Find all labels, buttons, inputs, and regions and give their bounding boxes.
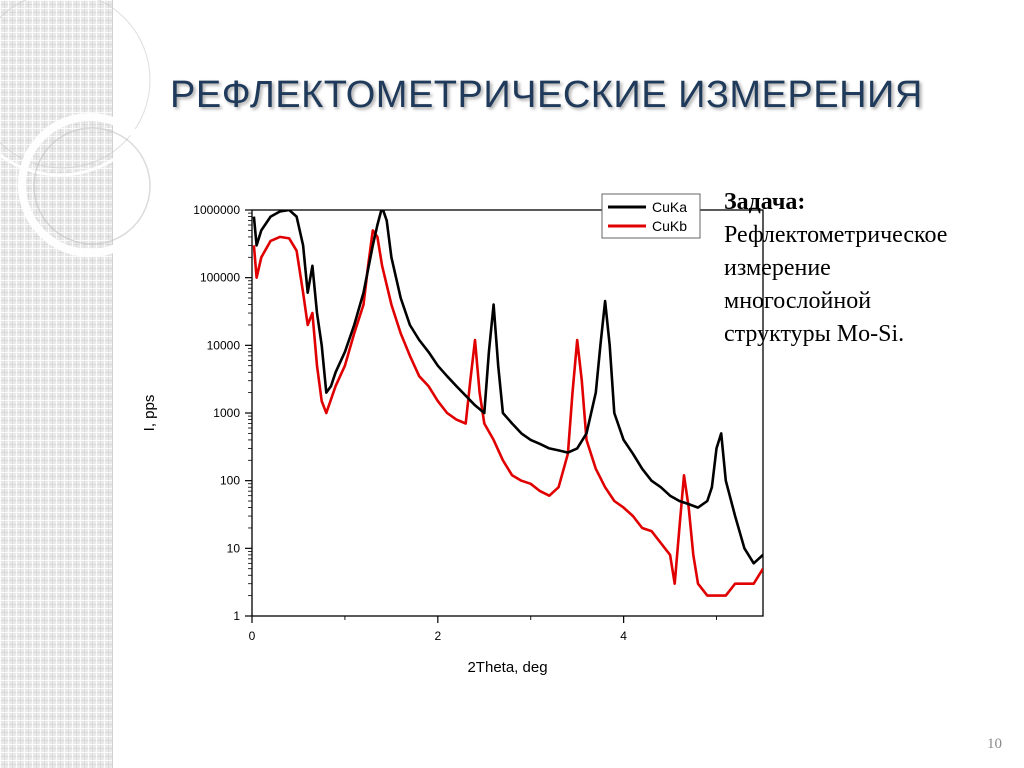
series-line-cukb bbox=[252, 229, 763, 597]
task-line: структуры Mo-Si. bbox=[724, 321, 905, 347]
task-heading: Задача: bbox=[724, 189, 806, 215]
legend-label-cukb: CuKb bbox=[652, 218, 687, 234]
decorative-circles bbox=[0, 0, 162, 257]
x-tick-label: 2 bbox=[434, 629, 441, 643]
y-tick-label: 1000 bbox=[213, 406, 240, 420]
y-tick-label: 10 bbox=[227, 541, 241, 555]
reflectometry-chart: 1 10 100 1000 10000 100000 1000000 0 2 4 2Theta, d… bbox=[141, 193, 764, 676]
task-line: многослойной bbox=[724, 288, 872, 314]
x-tick-label: 0 bbox=[249, 629, 256, 643]
x-axis-label: 2Theta, deg bbox=[467, 659, 547, 676]
y-tick-label: 100 bbox=[220, 474, 240, 488]
task-line: Рефлектометрическое bbox=[724, 222, 948, 248]
y-axis-label: I, pps bbox=[141, 395, 158, 432]
x-tick-label: 4 bbox=[620, 629, 627, 643]
series-line-cuka bbox=[252, 210, 763, 565]
y-tick-label: 100000 bbox=[200, 271, 240, 285]
task-line: измерение bbox=[724, 255, 831, 281]
slide-title: РЕФЛЕКТОМЕТРИЧЕСКИЕ ИЗМЕРЕНИЯ bbox=[170, 74, 923, 116]
y-tick-label: 1000000 bbox=[193, 203, 240, 217]
task-description: Задача: Рефлектометрическое измерение мн… bbox=[724, 186, 1014, 351]
page-number: 10 bbox=[987, 736, 1002, 752]
legend-label-cuka: CuKa bbox=[652, 199, 687, 215]
y-tick-label: 10000 bbox=[207, 338, 241, 352]
plot-frame bbox=[251, 209, 764, 617]
y-tick-label: 1 bbox=[233, 609, 240, 623]
legend-box bbox=[601, 193, 701, 239]
